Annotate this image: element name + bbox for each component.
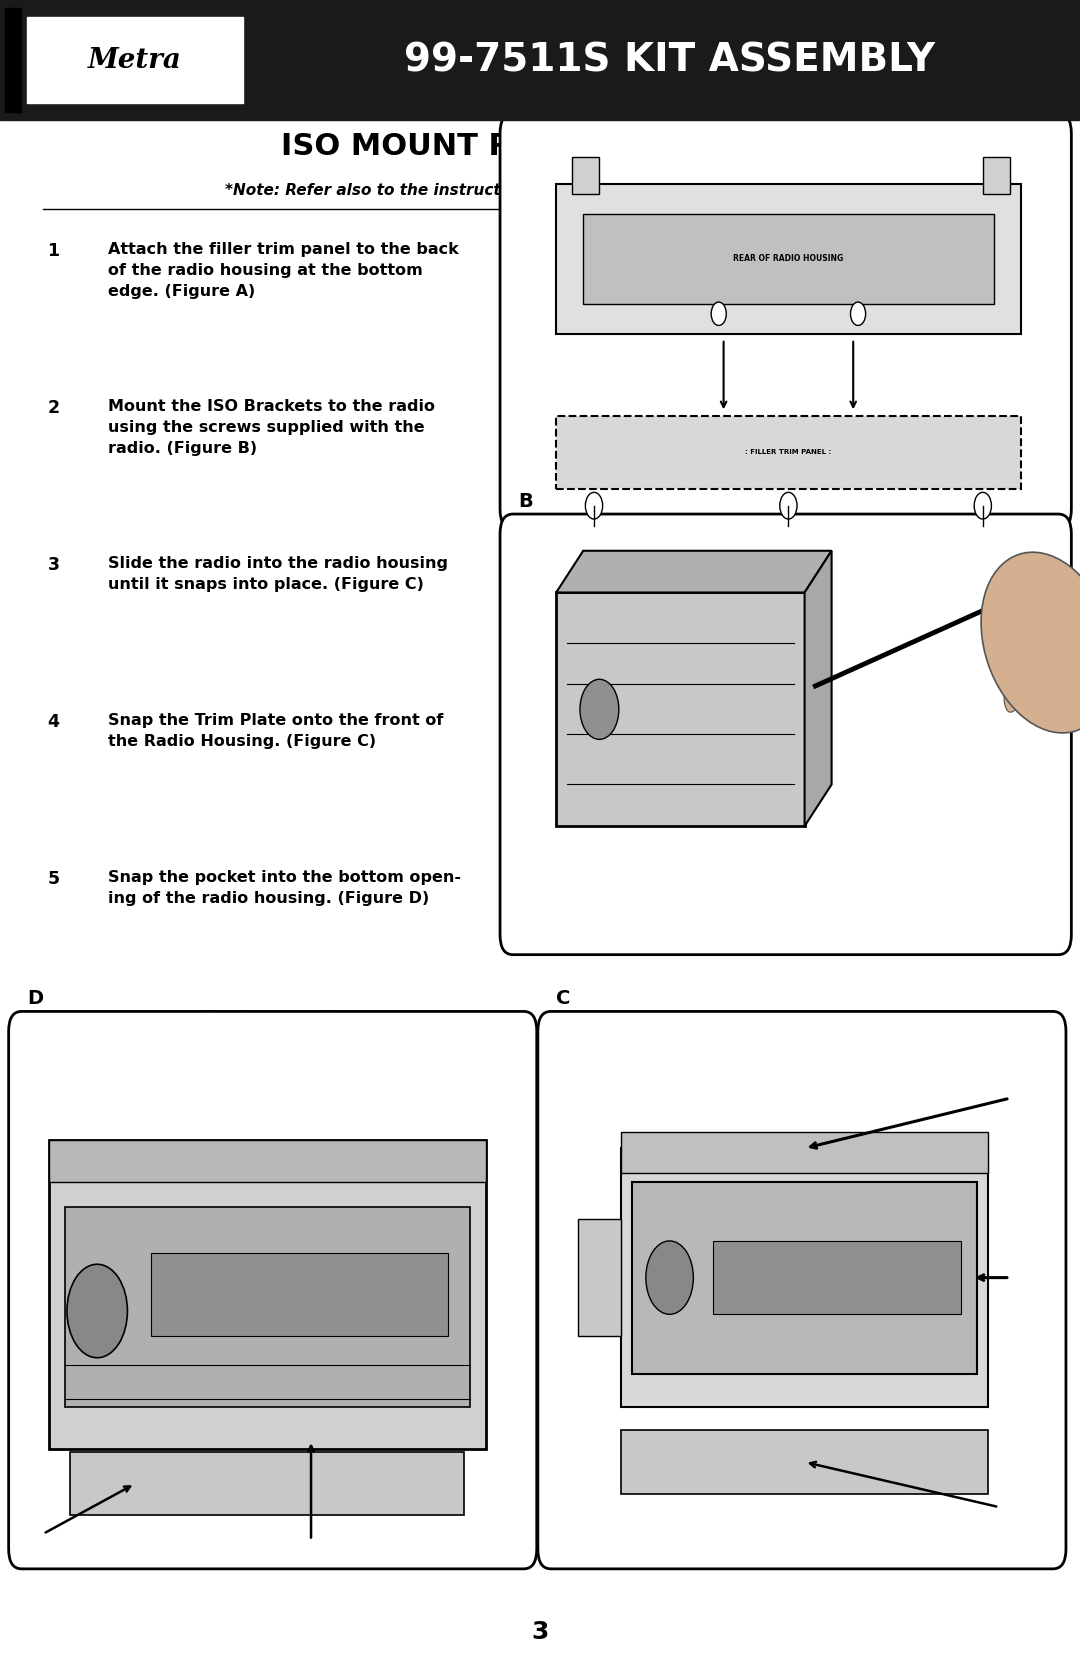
Text: *Note: Refer also to the instructions included with the aftermarket radio.: *Note: Refer also to the instructions in… — [225, 184, 855, 197]
FancyBboxPatch shape — [27, 17, 243, 103]
Bar — [621, 1148, 988, 1407]
Circle shape — [580, 679, 619, 739]
Circle shape — [974, 492, 991, 519]
Circle shape — [851, 302, 865, 325]
Bar — [578, 1218, 621, 1335]
Text: Snap the Trim Plate onto the front of
the Radio Housing. (Figure C): Snap the Trim Plate onto the front of th… — [108, 713, 444, 749]
Bar — [151, 1252, 448, 1335]
Circle shape — [585, 492, 603, 519]
Ellipse shape — [981, 552, 1080, 733]
FancyBboxPatch shape — [9, 1011, 537, 1569]
Circle shape — [780, 492, 797, 519]
Bar — [0, 0, 1080, 120]
Bar — [572, 157, 599, 194]
Text: 1: 1 — [48, 242, 59, 260]
Bar — [5, 8, 21, 112]
Bar — [621, 1430, 988, 1494]
Text: 99-7511S KIT ASSEMBLY: 99-7511S KIT ASSEMBLY — [404, 42, 935, 78]
Text: REAR OF RADIO HOUSING: REAR OF RADIO HOUSING — [733, 254, 843, 264]
Text: B: B — [518, 492, 534, 511]
Bar — [621, 1132, 988, 1173]
Polygon shape — [805, 551, 832, 826]
Ellipse shape — [1004, 656, 1026, 713]
Text: Continue to final assembly.: Continue to final assembly. — [76, 1010, 352, 1028]
Bar — [556, 416, 1021, 489]
Text: Metra: Metra — [89, 47, 181, 73]
Text: C: C — [556, 990, 570, 1008]
FancyBboxPatch shape — [500, 113, 1071, 529]
Bar — [49, 1140, 486, 1449]
Bar — [632, 1182, 977, 1374]
Ellipse shape — [1058, 656, 1080, 713]
Text: A: A — [613, 85, 629, 103]
Text: 4: 4 — [48, 713, 59, 731]
Ellipse shape — [1031, 656, 1053, 713]
Circle shape — [712, 302, 726, 325]
Bar — [713, 1242, 961, 1315]
Text: Mount the ISO Brackets to the radio
using the screws supplied with the
radio. (F: Mount the ISO Brackets to the radio usin… — [108, 399, 435, 456]
Bar — [70, 1452, 464, 1515]
Circle shape — [67, 1265, 127, 1359]
FancyBboxPatch shape — [500, 514, 1071, 955]
Text: 3: 3 — [48, 556, 59, 574]
Bar — [556, 184, 1021, 334]
Circle shape — [646, 1242, 693, 1315]
Text: 5: 5 — [48, 870, 59, 888]
Bar — [49, 1140, 486, 1182]
Text: Snap the pocket into the bottom open-
ing of the radio housing. (Figure D): Snap the pocket into the bottom open- in… — [108, 870, 461, 906]
Bar — [583, 214, 994, 304]
Text: 3: 3 — [531, 1621, 549, 1644]
Text: Slide the radio into the radio housing
until it snaps into place. (Figure C): Slide the radio into the radio housing u… — [108, 556, 448, 592]
Bar — [556, 592, 805, 826]
Text: ISO MOUNT RADIO PROVISION: ISO MOUNT RADIO PROVISION — [281, 132, 799, 162]
FancyBboxPatch shape — [538, 1011, 1066, 1569]
Text: : FILLER TRIM PANEL :: : FILLER TRIM PANEL : — [745, 449, 832, 456]
Polygon shape — [556, 551, 832, 592]
Text: D: D — [27, 990, 43, 1008]
Bar — [65, 1207, 470, 1407]
Text: Attach the filler trim panel to the back
of the radio housing at the bottom
edge: Attach the filler trim panel to the back… — [108, 242, 459, 299]
Bar — [983, 157, 1010, 194]
Text: 2: 2 — [48, 399, 59, 417]
